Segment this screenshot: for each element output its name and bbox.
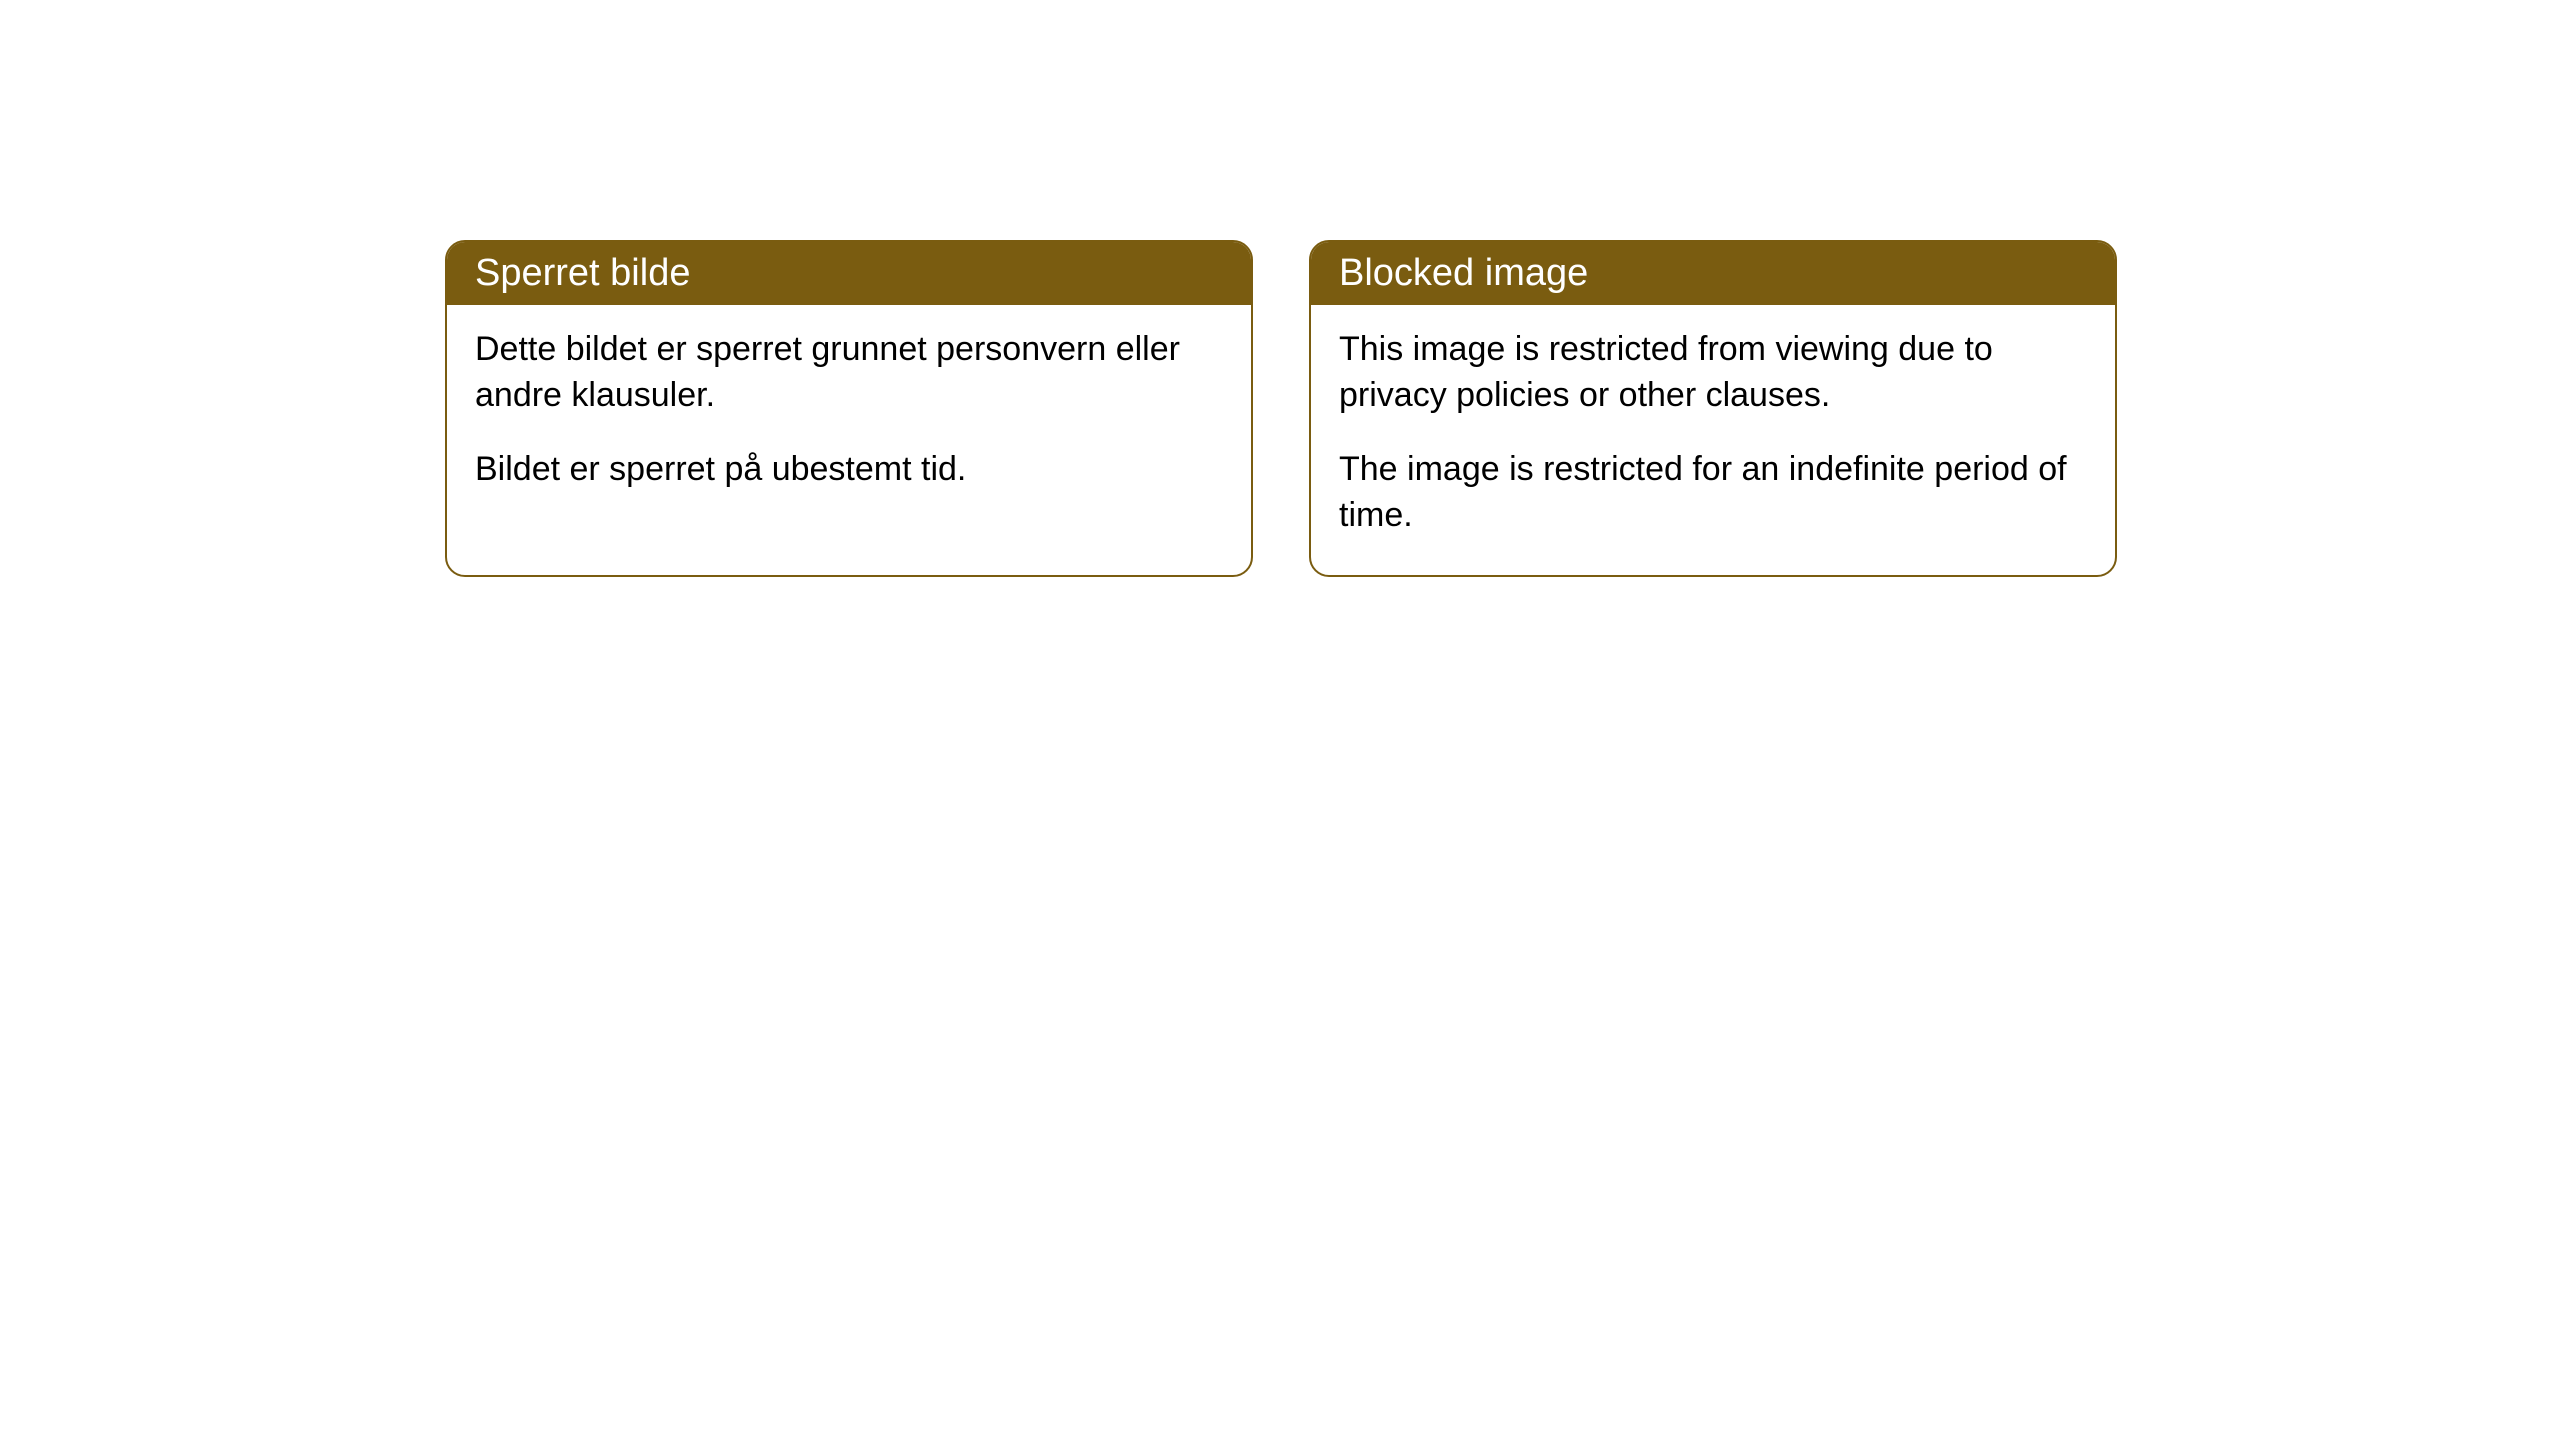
card-paragraph: Bildet er sperret på ubestemt tid. [475,447,1223,493]
notice-card-english: Blocked image This image is restricted f… [1309,240,2117,577]
card-paragraph: This image is restricted from viewing du… [1339,327,2087,419]
card-header: Sperret bilde [447,242,1251,305]
card-paragraph: The image is restricted for an indefinit… [1339,447,2087,539]
notice-card-norwegian: Sperret bilde Dette bildet er sperret gr… [445,240,1253,577]
card-title: Blocked image [1339,252,1588,294]
card-header: Blocked image [1311,242,2115,305]
notice-container: Sperret bilde Dette bildet er sperret gr… [445,240,2117,577]
card-title: Sperret bilde [475,252,690,294]
card-body: This image is restricted from viewing du… [1311,305,2115,575]
card-body: Dette bildet er sperret grunnet personve… [447,305,1251,529]
card-paragraph: Dette bildet er sperret grunnet personve… [475,327,1223,419]
